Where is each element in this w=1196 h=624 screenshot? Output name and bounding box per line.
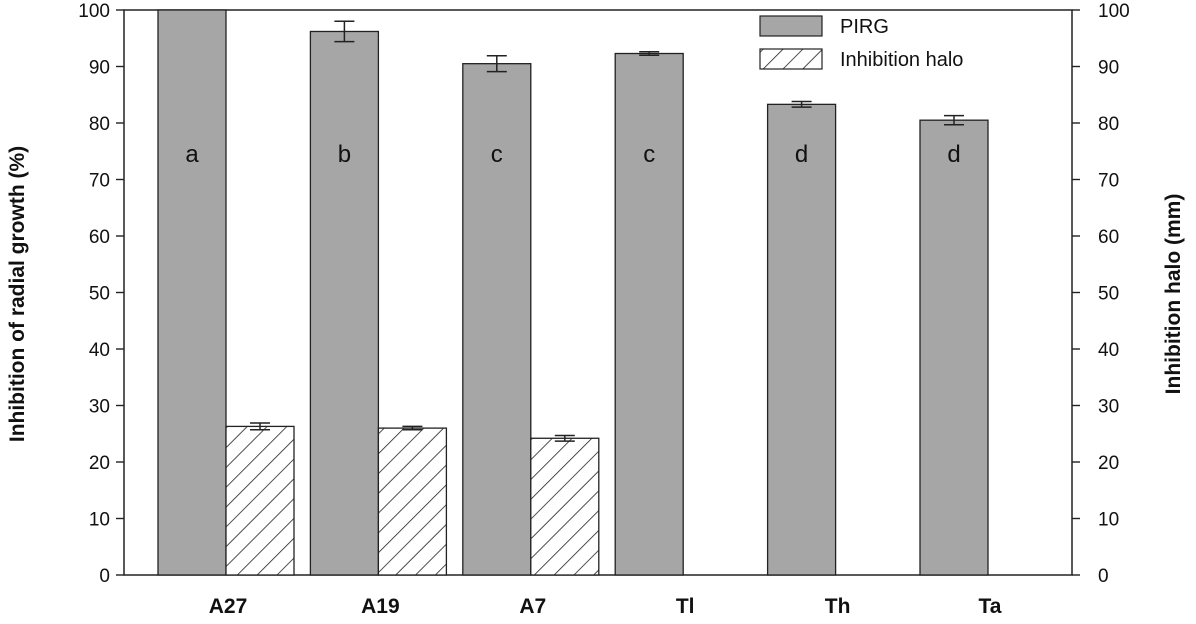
y-tick-label-right: 100: [1098, 1, 1130, 22]
y-tick-label-right: 80: [1098, 114, 1119, 135]
significance-letter-a7: c: [491, 141, 503, 168]
y-tick-label-left: 50: [89, 284, 110, 305]
y-tick-label-right: 10: [1098, 510, 1119, 531]
bar-halo-a7: [530, 437, 600, 576]
legend-swatch-halo: [759, 48, 823, 70]
y-tick-label-left: 10: [89, 510, 110, 531]
x-tick-label-th: Th: [825, 595, 851, 618]
significance-letter-a19: b: [338, 141, 351, 168]
x-tick-label-a19: A19: [361, 595, 400, 618]
significance-letter-ta: d: [947, 141, 960, 168]
significance-letter-a27: a: [185, 141, 199, 168]
bar-pirg-ta: [919, 119, 989, 576]
y-tick-label-right: 30: [1098, 397, 1119, 418]
bar-pirg-th: [766, 103, 837, 576]
legend: PIRG Inhibition halo: [759, 15, 963, 71]
y-tick-label-right: 70: [1098, 171, 1119, 192]
x-tick-label-a27: A27: [209, 595, 248, 618]
y-tick-label-right: 60: [1098, 227, 1119, 248]
y-tick-label-right: 50: [1098, 284, 1119, 305]
legend-label-halo: Inhibition halo: [840, 49, 963, 71]
bar-halo-a27: [225, 425, 295, 576]
y-tick-label-right: 20: [1098, 453, 1119, 474]
y-tick-label-left: 100: [78, 1, 110, 22]
x-tick-label-ta: Ta: [979, 595, 1002, 618]
y-tick-label-left: 20: [89, 453, 110, 474]
significance-letter-th: d: [795, 141, 808, 168]
y-tick-label-left: 60: [89, 227, 110, 248]
y-tick-label-left: 30: [89, 397, 110, 418]
legend-swatch-pirg: [759, 15, 823, 37]
y-tick-label-left: 70: [89, 171, 110, 192]
y-axis-title-right: Inhibition halo (mm): [1162, 194, 1185, 395]
y-axis-title-left: Inhibition of radial growth (%): [6, 146, 29, 442]
significance-letter-tl: c: [643, 141, 655, 168]
bar-halo-a19: [377, 427, 448, 576]
x-tick-label-tl: Tl: [676, 595, 695, 618]
y-tick-label-right: 40: [1098, 340, 1119, 361]
bar-pirg-a7: [462, 63, 532, 576]
x-tick-label-a7: A7: [519, 595, 546, 618]
y-tick-label-right: 0: [1098, 566, 1109, 587]
y-tick-label-right: 90: [1098, 58, 1119, 79]
bar-pirg-a19: [309, 30, 380, 576]
y-tick-label-left: 90: [89, 58, 110, 79]
bar-pirg-tl: [614, 52, 684, 576]
y-tick-label-left: 80: [89, 114, 110, 135]
bar-pirg-a27: [157, 9, 227, 576]
y-tick-label-left: 0: [99, 566, 110, 587]
y-tick-label-left: 40: [89, 340, 110, 361]
legend-label-pirg: PIRG: [840, 16, 889, 38]
